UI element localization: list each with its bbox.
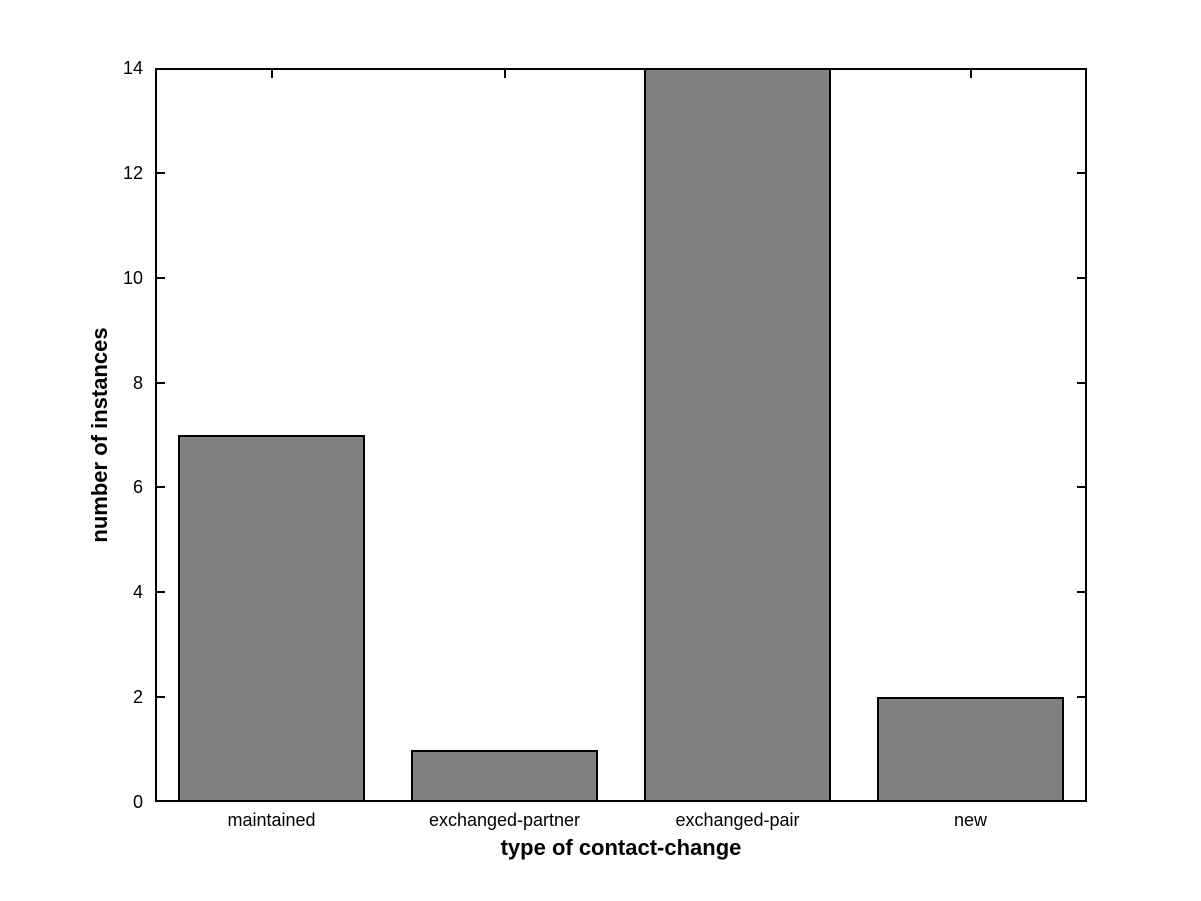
bar-exchanged-partner (411, 749, 598, 802)
y-tick-label: 12 (122, 162, 143, 183)
y-tick-right (1077, 591, 1087, 594)
x-axis-title: type of contact-change (500, 835, 742, 860)
y-tick-label: 14 (122, 58, 143, 78)
y-tick-left (155, 171, 165, 174)
x-tick-top (503, 68, 506, 78)
bar-maintained (178, 435, 365, 802)
bar-exchanged-pair (644, 68, 831, 802)
x-tick-label: new (953, 810, 988, 830)
y-tick-left (155, 486, 165, 489)
x-tick-label: maintained (227, 810, 316, 830)
y-tick-label: 8 (132, 372, 143, 393)
y-tick-left (155, 696, 165, 699)
x-tick-label: exchanged-partner (428, 810, 581, 830)
x-tick-label: exchanged-pair (675, 810, 800, 830)
y-tick-label: 10 (122, 267, 143, 288)
x-axis-line (155, 800, 1087, 802)
y-tick-label: 0 (132, 792, 143, 812)
y-tick-label: 6 (132, 477, 143, 498)
y-tick-left (155, 381, 165, 384)
y-tick-label: 2 (132, 687, 143, 708)
bar-new (877, 697, 1064, 802)
y-tick-right (1077, 381, 1087, 384)
x-tick-top (969, 68, 972, 78)
right-axis-line (1085, 68, 1087, 802)
y-tick-label: 4 (132, 582, 143, 603)
y-axis-title: number of instances (87, 327, 112, 543)
top-axis-line (155, 68, 1087, 70)
y-tick-left (155, 276, 165, 279)
y-tick-right (1077, 696, 1087, 699)
y-tick-right (1077, 486, 1087, 489)
y-tick-left (155, 591, 165, 594)
y-axis-line (155, 68, 157, 802)
y-tick-right (1077, 171, 1087, 174)
x-tick-top (270, 68, 273, 78)
plot-area (155, 68, 1087, 802)
y-tick-right (1077, 276, 1087, 279)
